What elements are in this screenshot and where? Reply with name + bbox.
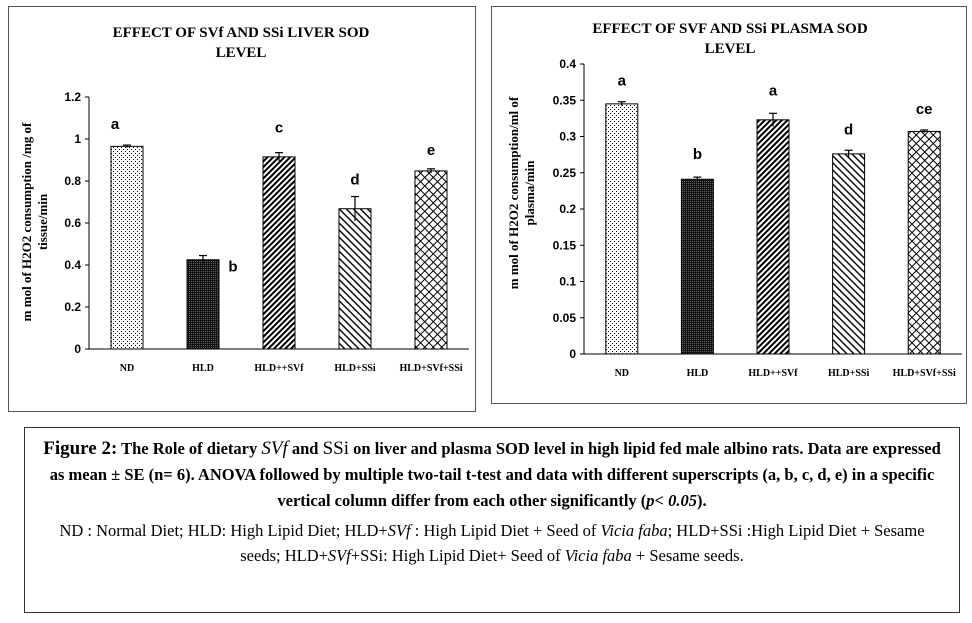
abbrev-vicia-2: Vicia faba <box>564 546 632 565</box>
y-tick-label: 0.4 <box>559 57 576 71</box>
caption-ssi: SSi <box>322 438 350 459</box>
x-category-label: HLD++SVf <box>748 368 798 379</box>
bar-nd <box>110 145 144 350</box>
y-tick-label: 1 <box>74 132 81 146</box>
plasma-sod-chart-panel: EFFECT OF SVF AND SSi PLASMA SOD LEVEL m… <box>491 6 967 404</box>
caption-main: Figure 2: The Role of dietary SVf and SS… <box>41 436 943 514</box>
caption-abbreviations: ND : Normal Diet; HLD: High Lipid Diet; … <box>41 518 943 568</box>
x-category-label: ND <box>120 363 134 374</box>
abbrev-part-5: : High Lipid Diet+ Seed of <box>383 546 565 565</box>
abbrev-part-6: + Sesame seeds. <box>631 546 744 565</box>
y-tick-label: 0.4 <box>64 258 81 272</box>
chart-title-line2: LEVEL <box>705 41 756 57</box>
x-category-label: HLD+SVf+SSi <box>893 368 956 379</box>
x-category-label: HLD+SVf+SSi <box>399 363 462 374</box>
y-tick-label: 0.2 <box>64 300 81 314</box>
x-category-label: HLD+SSi <box>828 368 869 379</box>
y-axis-label-line1: m mol of H2O2 consumption /mg of <box>19 122 34 321</box>
y-tick-label: 0 <box>569 347 576 361</box>
abbrev-part-4: :High Lipid Diet + Sesame seeds; HLD+ <box>240 521 925 565</box>
significance-label: b <box>228 259 237 276</box>
x-category-label: HLD <box>687 368 709 379</box>
bar-hld-svf-ssi <box>907 130 941 355</box>
abbrev-ssi-2: SSi <box>360 546 384 565</box>
abbrev-part-1: ND : Normal Diet; HLD: High Lipid Diet; … <box>59 521 388 540</box>
bar-hld-svf <box>262 156 296 350</box>
caption-p: p <box>646 491 655 510</box>
y-axis-label-line2: tissue/min <box>35 193 50 250</box>
y-axis-label-line1: m mol of H2O2 consumption/ml of <box>506 96 521 289</box>
abbrev-part-3: ; HLD+ <box>667 521 720 540</box>
x-category-label: HLD <box>192 363 214 374</box>
figure-caption: Figure 2: The Role of dietary SVf and SS… <box>24 427 960 613</box>
bar-hld-ssi <box>338 208 372 350</box>
y-tick-label: 0 <box>74 342 81 356</box>
bar-hld <box>680 178 714 355</box>
abbrev-ssi-1: SSi <box>719 521 743 540</box>
y-tick-label: 0.8 <box>64 174 81 188</box>
chart-title-line1: EFFECT OF SVF AND SSi PLASMA SOD <box>592 21 867 37</box>
abbrev-part-2: : High Lipid Diet + Seed of <box>410 521 601 540</box>
significance-label: e <box>427 142 435 159</box>
x-category-label: ND <box>615 368 629 379</box>
significance-label: ce <box>916 101 933 118</box>
y-axis-label-line2: plasma/min <box>522 160 537 226</box>
bar-hld <box>186 259 220 350</box>
liver-sod-chart-panel: EFFECT OF SVf AND SSi LIVER SOD LEVEL m … <box>8 6 476 412</box>
y-tick-label: 0.3 <box>559 130 576 144</box>
significance-label: c <box>275 120 283 137</box>
abbrev-vicia-1: Vicia faba <box>600 521 668 540</box>
bar-hld-svf-ssi <box>414 170 448 350</box>
significance-label: d <box>844 121 853 138</box>
significance-label: a <box>618 73 627 90</box>
y-tick-label: 0.25 <box>553 166 577 180</box>
plasma-sod-bar-chart: EFFECT OF SVF AND SSi PLASMA SOD LEVEL m… <box>506 21 962 379</box>
x-category-label: HLD+SSi <box>334 363 375 374</box>
abbrev-svf-2: SVf <box>327 546 351 565</box>
bar-hld-ssi <box>832 153 866 355</box>
y-tick-label: 0.2 <box>559 202 576 216</box>
significance-label: b <box>693 146 702 163</box>
abbrev-svf-1: SVf <box>387 521 411 540</box>
y-tick-label: 0.35 <box>553 93 577 107</box>
caption-svf: SVf <box>261 438 288 459</box>
bar-hld-svf <box>756 119 790 355</box>
figure-label: Figure 2: <box>43 438 118 459</box>
abbrev-plus: + <box>350 546 361 565</box>
chart-title-line1: EFFECT OF SVf AND SSi LIVER SOD <box>113 25 370 41</box>
y-tick-label: 0.1 <box>559 275 576 289</box>
chart-title-line2: LEVEL <box>216 45 267 61</box>
y-tick-label: 0.05 <box>553 311 577 325</box>
bar-nd <box>605 103 639 355</box>
caption-text-b: and <box>287 439 323 458</box>
liver-sod-bar-chart: EFFECT OF SVf AND SSi LIVER SOD LEVEL m … <box>19 25 469 374</box>
significance-label: a <box>111 116 120 133</box>
caption-text-end: ). <box>696 491 707 510</box>
caption-p-value: < 0.05 <box>654 491 697 510</box>
x-category-label: HLD++SVf <box>254 363 304 374</box>
y-tick-label: 0.6 <box>64 216 81 230</box>
significance-label: a <box>769 82 778 99</box>
y-tick-label: 1.2 <box>64 90 81 104</box>
y-tick-label: 0.15 <box>553 238 577 252</box>
significance-label: d <box>350 172 359 189</box>
caption-text-c: on liver and plasma SOD level in high li… <box>49 439 941 510</box>
caption-text-a: The Role of dietary <box>117 439 262 458</box>
